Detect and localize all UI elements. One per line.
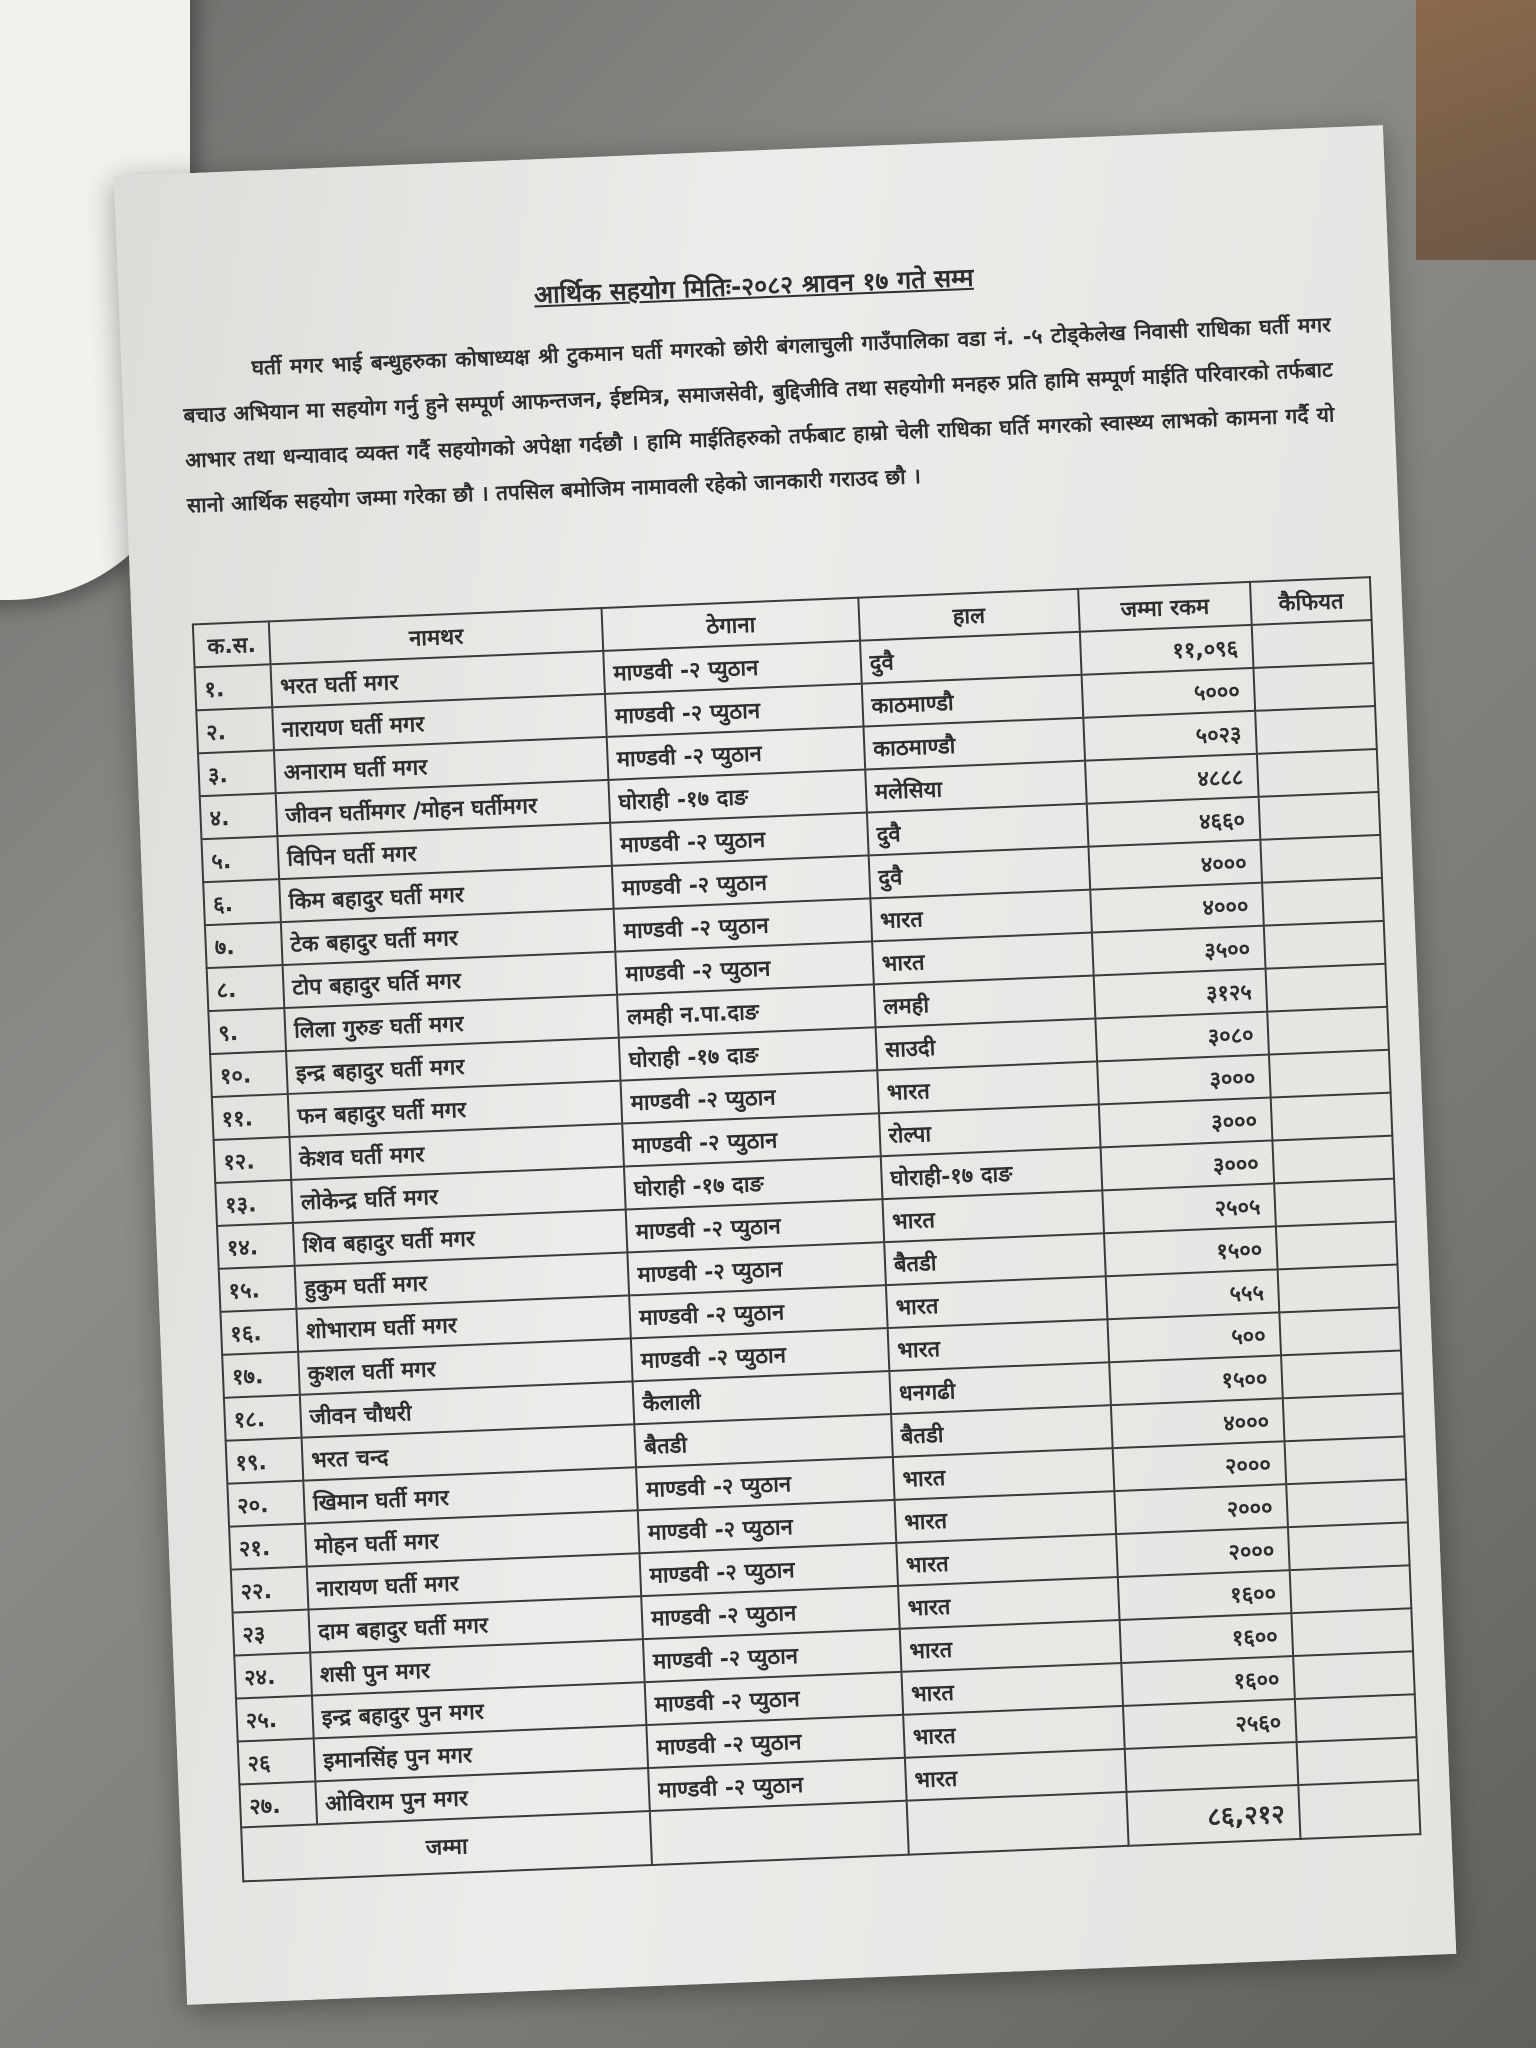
serial-cell: १९. — [225, 1437, 304, 1484]
header-remarks: कैफियत — [1250, 577, 1372, 625]
amount-cell: ४८८८ — [1084, 753, 1259, 804]
serial-cell: ९. — [208, 1008, 286, 1055]
remarks-cell — [1284, 1436, 1407, 1485]
amount-cell: ५०२३ — [1082, 710, 1258, 761]
remarks-cell — [1252, 620, 1374, 668]
remarks-cell — [1257, 748, 1379, 797]
serial-cell: २४. — [234, 1652, 312, 1699]
serial-cell: १. — [194, 664, 273, 711]
serial-cell: ५. — [201, 836, 279, 883]
serial-cell: २६ — [237, 1738, 316, 1785]
total-empty-cell — [650, 1800, 909, 1865]
amount-cell: ४००० — [1089, 882, 1265, 933]
serial-cell: १७. — [222, 1351, 300, 1398]
remarks-cell — [1290, 1565, 1412, 1614]
amount-cell: १५०० — [1108, 1355, 1284, 1406]
amount-cell: ११,०९६ — [1079, 624, 1254, 675]
serial-cell: १०. — [210, 1051, 288, 1098]
serial-cell: २५. — [235, 1695, 314, 1742]
remarks-cell — [1293, 1651, 1415, 1700]
amount-cell: २००० — [1113, 1484, 1289, 1535]
serial-cell: १३. — [215, 1179, 293, 1226]
amount-cell: ५०० — [1107, 1312, 1282, 1363]
amount-cell: ५००० — [1081, 667, 1256, 718]
serial-cell: २३ — [232, 1609, 311, 1656]
serial-cell: ६. — [203, 879, 281, 926]
amount-cell: ३५०० — [1091, 925, 1266, 976]
remarks-cell — [1265, 963, 1388, 1012]
serial-cell: १६. — [220, 1308, 298, 1355]
amount-cell: ३००० — [1098, 1097, 1273, 1148]
amount-cell: २००० — [1112, 1441, 1287, 1492]
serial-cell: १२. — [213, 1136, 292, 1183]
serial-cell: २०. — [227, 1480, 305, 1527]
remarks-cell — [1269, 1049, 1391, 1098]
amount-cell: २००० — [1115, 1527, 1291, 1578]
remarks-cell — [1288, 1522, 1410, 1571]
serial-cell: ४. — [199, 793, 278, 840]
background-table-surface — [1416, 0, 1536, 260]
remarks-cell — [1255, 706, 1377, 754]
remarks-cell — [1291, 1608, 1414, 1657]
remarks-cell — [1260, 834, 1382, 883]
amount-cell: १६०० — [1119, 1613, 1294, 1664]
remarks-cell — [1296, 1737, 1419, 1785]
amount-cell: ३००० — [1096, 1054, 1272, 1105]
remarks-cell — [1264, 920, 1386, 969]
amount-cell: ३००० — [1100, 1140, 1275, 1191]
serial-cell: ७. — [204, 922, 283, 969]
amount-cell: ५५५ — [1105, 1269, 1280, 1320]
intro-paragraph: घर्ती मगर भाई बन्धुहरुका कोषाध्यक्ष श्री… — [182, 312, 1335, 518]
serial-cell: ८. — [206, 965, 285, 1012]
serial-cell: २. — [196, 707, 274, 754]
serial-cell: ११. — [211, 1093, 290, 1140]
serial-cell: २७. — [239, 1781, 317, 1828]
serial-cell: २१. — [229, 1523, 307, 1570]
amount-cell: ४६६० — [1086, 796, 1261, 847]
serial-cell: ३. — [198, 750, 276, 797]
serial-cell: १५. — [218, 1265, 297, 1312]
remarks-cell — [1281, 1350, 1403, 1399]
amount-cell: ३१२५ — [1093, 968, 1268, 1019]
header-serial: क.स. — [192, 621, 271, 668]
remarks-cell — [1283, 1393, 1405, 1442]
document-page: आर्थिक सहयोग मितिः-२०८२ श्रावन १७ गते सम… — [113, 125, 1457, 2005]
header-amount: जम्मा रकम — [1077, 581, 1253, 632]
amount-cell: १५०० — [1103, 1226, 1278, 1277]
amount-cell: १६०० — [1120, 1656, 1296, 1706]
amount-cell: ४००० — [1088, 839, 1263, 890]
remarks-cell — [1277, 1264, 1400, 1313]
amount-cell: २५६० — [1122, 1699, 1297, 1749]
remarks-cell — [1286, 1479, 1408, 1528]
remarks-cell — [1279, 1307, 1401, 1356]
remarks-cell — [1253, 663, 1376, 711]
remarks-cell — [1274, 1178, 1396, 1227]
serial-cell: १८. — [223, 1394, 302, 1441]
remarks-cell — [1262, 877, 1384, 926]
remarks-cell — [1276, 1221, 1398, 1270]
total-amount: ८६,२१२ — [1125, 1784, 1301, 1846]
total-empty-cell — [906, 1791, 1129, 1855]
remarks-cell — [1272, 1135, 1395, 1184]
remarks-cell — [1295, 1694, 1417, 1743]
amount-cell: ४००० — [1110, 1398, 1285, 1449]
total-remarks-cell — [1298, 1780, 1421, 1839]
serial-cell: २२. — [230, 1566, 309, 1613]
remarks-cell — [1271, 1092, 1393, 1141]
remarks-cell — [1267, 1006, 1389, 1055]
amount-cell — [1124, 1742, 1299, 1792]
amount-cell: १६०० — [1117, 1570, 1292, 1621]
donation-table: क.स. नामथर ठेगाना हाल जम्मा रकम कैफियत १… — [192, 576, 1422, 1882]
amount-cell: २५०५ — [1101, 1183, 1277, 1234]
serial-cell: १४. — [217, 1222, 295, 1269]
amount-cell: ३०८० — [1094, 1011, 1270, 1062]
remarks-cell — [1258, 791, 1381, 840]
